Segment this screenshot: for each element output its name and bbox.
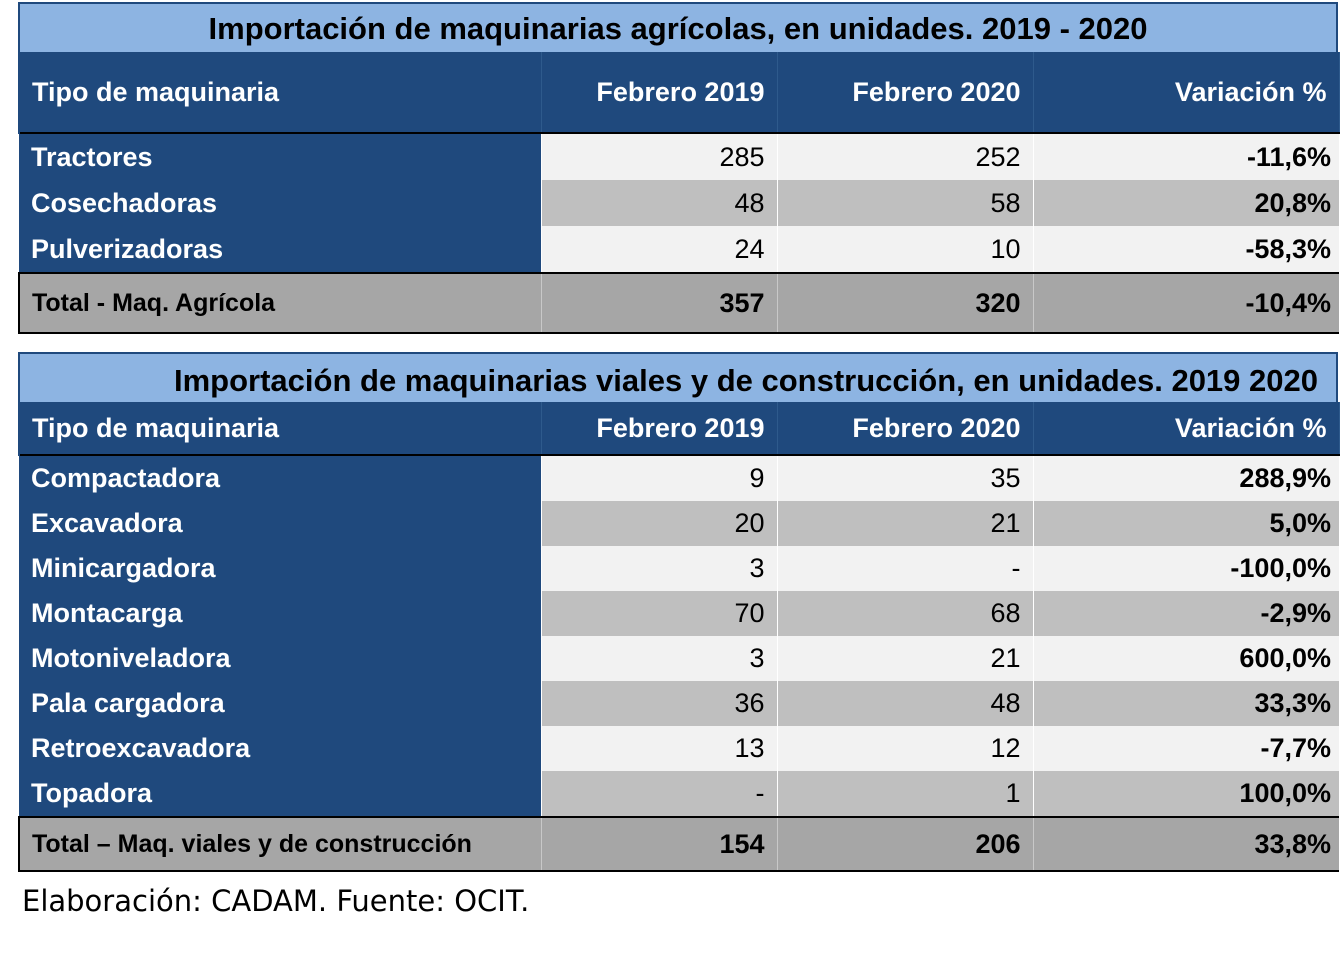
cell-variation: 100,0% bbox=[1032, 771, 1339, 817]
agricultural-table: Tipo de maquinaria Febrero 2019 Febrero … bbox=[18, 52, 1340, 334]
cell-feb-2019: 9 bbox=[540, 455, 777, 501]
row-label: Excavadora bbox=[19, 501, 541, 546]
cell-feb-2020: 68 bbox=[776, 591, 1033, 636]
total-variation: -10,4% bbox=[1032, 272, 1339, 334]
cell-feb-2020: 10 bbox=[776, 226, 1033, 273]
cell-feb-2019: 70 bbox=[540, 591, 777, 636]
column-header-type: Tipo de maquinaria bbox=[18, 402, 542, 455]
cell-variation: -100,0% bbox=[1032, 546, 1339, 591]
cell-feb-2020: 12 bbox=[776, 726, 1033, 771]
cell-variation: 600,0% bbox=[1032, 636, 1339, 681]
row-label: Retroexcavadora bbox=[19, 726, 541, 771]
table-row: Cosechadoras 48 58 20,8% bbox=[19, 180, 1339, 226]
column-header-variation: Variación % bbox=[1033, 402, 1340, 455]
row-label: Pulverizadoras bbox=[19, 226, 541, 273]
cell-feb-2019: 20 bbox=[540, 501, 777, 546]
table-row: Excavadora 20 21 5,0% bbox=[19, 501, 1339, 546]
row-label: Tractores bbox=[19, 133, 541, 180]
row-label: Minicargadora bbox=[19, 546, 541, 591]
cell-variation: 288,9% bbox=[1032, 455, 1339, 501]
cell-feb-2019: 3 bbox=[540, 636, 777, 681]
cell-variation: 33,3% bbox=[1032, 681, 1339, 726]
cell-feb-2019: 13 bbox=[540, 726, 777, 771]
cell-feb-2020: 252 bbox=[776, 133, 1033, 180]
column-header-feb-2020: Febrero 2020 bbox=[777, 52, 1034, 133]
table-row: Minicargadora 3 - -100,0% bbox=[19, 546, 1339, 591]
row-label: Pala cargadora bbox=[19, 681, 541, 726]
cell-feb-2020: 1 bbox=[776, 771, 1033, 817]
total-feb-2019: 357 bbox=[540, 272, 777, 334]
total-row: Total - Maq. Agrícola 357 320 -10,4% bbox=[18, 272, 1339, 334]
cell-feb-2019: 285 bbox=[540, 133, 777, 180]
row-label: Topadora bbox=[19, 771, 541, 817]
column-header-type: Tipo de maquinaria bbox=[18, 52, 542, 133]
table-row: Retroexcavadora 13 12 -7,7% bbox=[19, 726, 1339, 771]
cell-variation: -2,9% bbox=[1032, 591, 1339, 636]
cell-variation: -58,3% bbox=[1032, 226, 1339, 273]
total-feb-2020: 320 bbox=[776, 272, 1033, 334]
cell-feb-2020: 21 bbox=[776, 636, 1033, 681]
row-label: Motoniveladora bbox=[19, 636, 541, 681]
cell-variation: 5,0% bbox=[1032, 501, 1339, 546]
construction-table-block: Importación de maquinarias viales y de c… bbox=[18, 352, 1340, 872]
row-label: Montacarga bbox=[19, 591, 541, 636]
table-row: Compactadora 9 35 288,9% bbox=[19, 455, 1339, 501]
row-label: Compactadora bbox=[19, 455, 541, 501]
table-row: Tractores 285 252 -11,6% bbox=[19, 133, 1339, 180]
cell-variation: 20,8% bbox=[1032, 180, 1339, 226]
column-header-feb-2019: Febrero 2019 bbox=[541, 52, 778, 133]
table-row: Pala cargadora 36 48 33,3% bbox=[19, 681, 1339, 726]
total-variation: 33,8% bbox=[1032, 816, 1339, 872]
table-header-row: Tipo de maquinaria Febrero 2019 Febrero … bbox=[18, 402, 1340, 455]
cell-feb-2019: 3 bbox=[540, 546, 777, 591]
table-row: Motoniveladora 3 21 600,0% bbox=[19, 636, 1339, 681]
cell-feb-2020: 58 bbox=[776, 180, 1033, 226]
table-row: Montacarga 70 68 -2,9% bbox=[19, 591, 1339, 636]
table-header-row: Tipo de maquinaria Febrero 2019 Febrero … bbox=[18, 52, 1340, 133]
column-header-feb-2020: Febrero 2020 bbox=[777, 402, 1034, 455]
cell-variation: -11,6% bbox=[1032, 133, 1339, 180]
table-row: Topadora - 1 100,0% bbox=[19, 771, 1339, 817]
cell-feb-2019: - bbox=[540, 771, 777, 817]
source-note: Elaboración: CADAM. Fuente: OCIT. bbox=[22, 884, 530, 918]
cell-feb-2019: 24 bbox=[540, 226, 777, 273]
cell-feb-2019: 48 bbox=[540, 180, 777, 226]
total-row: Total – Maq. viales y de construcción 15… bbox=[18, 816, 1339, 872]
total-label: Total - Maq. Agrícola bbox=[18, 272, 541, 334]
column-header-feb-2019: Febrero 2019 bbox=[541, 402, 778, 455]
cell-feb-2020: - bbox=[776, 546, 1033, 591]
construction-table: Tipo de maquinaria Febrero 2019 Febrero … bbox=[18, 402, 1340, 872]
cell-feb-2020: 21 bbox=[776, 501, 1033, 546]
column-header-variation: Variación % bbox=[1033, 52, 1340, 133]
cell-feb-2019: 36 bbox=[540, 681, 777, 726]
total-feb-2019: 154 bbox=[540, 816, 777, 872]
cell-variation: -7,7% bbox=[1032, 726, 1339, 771]
total-label: Total – Maq. viales y de construcción bbox=[18, 816, 541, 872]
cell-feb-2020: 48 bbox=[776, 681, 1033, 726]
table-row: Pulverizadoras 24 10 -58,3% bbox=[19, 226, 1339, 273]
agricultural-table-block: Importación de maquinarias agrícolas, en… bbox=[18, 2, 1340, 334]
construction-table-title: Importación de maquinarias viales y de c… bbox=[18, 352, 1338, 402]
agricultural-table-title: Importación de maquinarias agrícolas, en… bbox=[18, 2, 1338, 52]
total-feb-2020: 206 bbox=[776, 816, 1033, 872]
row-label: Cosechadoras bbox=[19, 180, 541, 226]
cell-feb-2020: 35 bbox=[776, 455, 1033, 501]
